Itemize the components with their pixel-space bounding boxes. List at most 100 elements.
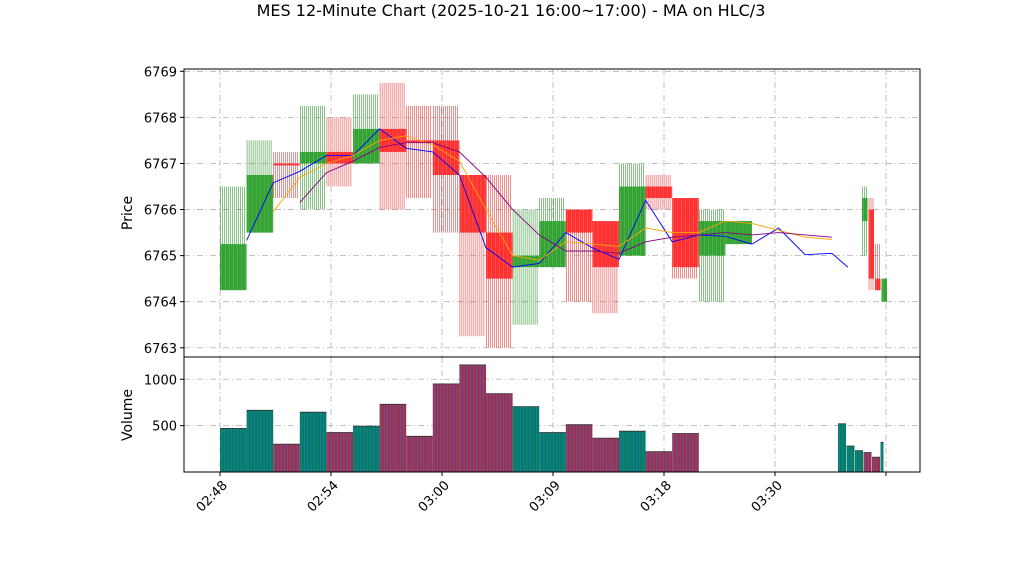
moving-average-lines <box>246 128 849 268</box>
volume-bar <box>863 452 872 472</box>
price-tick-label: 6769 <box>144 65 177 80</box>
volume-bar <box>855 450 863 472</box>
volume-bar <box>273 443 300 472</box>
candle-body <box>619 186 646 256</box>
volume-panel: 500 1000 02:48 02:54 03:00 03:09 03:18 03:30 V… <box>120 356 921 515</box>
volume-bar-fill <box>299 412 327 472</box>
volume-frame <box>183 356 921 473</box>
chart-title: MES 12-Minute Chart (2025-10-21 16:00~17… <box>257 1 766 20</box>
candle <box>539 198 566 268</box>
moving-average-line <box>246 128 849 268</box>
price-tick-label: 6766 <box>144 204 177 219</box>
volume-bar-fill <box>672 433 699 472</box>
candle-body <box>565 209 593 233</box>
volume-bar-fill <box>486 393 513 472</box>
candle-body <box>326 151 353 164</box>
time-tick-label: 02:54 <box>305 478 342 515</box>
volume-bar-fill <box>459 364 486 472</box>
candle <box>326 117 353 187</box>
volume-bar-fill <box>353 426 380 472</box>
candle <box>875 244 881 291</box>
volume-bar-fill <box>220 428 247 472</box>
volume-bar <box>406 435 433 472</box>
candle <box>868 198 874 291</box>
candle <box>592 221 619 314</box>
time-tick-label: 03:00 <box>416 478 453 515</box>
candle <box>698 209 726 302</box>
volume-bar-fill <box>619 431 646 472</box>
volume-bar <box>459 364 486 472</box>
volume-bar-fill <box>872 457 880 472</box>
candle <box>512 209 540 325</box>
candle-body <box>220 244 247 291</box>
price-panel: 6763 6764 6765 6766 6767 6768 6769 Price <box>120 65 921 358</box>
moving-average-line <box>272 135 832 261</box>
moving-average-line <box>299 142 832 254</box>
volume-bar <box>486 393 513 472</box>
volume-bar-fill <box>645 451 673 472</box>
price-tick-label: 6768 <box>144 111 177 126</box>
candle-body <box>486 232 513 279</box>
candle-body <box>875 278 881 291</box>
candle <box>565 209 593 302</box>
volume-bar-fill <box>592 438 619 472</box>
volume-bar-fill <box>432 383 460 472</box>
volume-bar <box>592 437 619 472</box>
candle-body <box>353 128 380 164</box>
candle-body <box>645 186 673 199</box>
volume-bar <box>880 441 884 472</box>
volume-bar <box>565 424 593 472</box>
volume-bar <box>512 406 540 472</box>
candle-body <box>862 198 868 222</box>
price-y-ticks: 6763 6764 6765 6766 6767 6768 6769 <box>144 65 184 357</box>
volume-tick-label: 1000 <box>144 373 177 388</box>
volume-bar <box>246 409 274 472</box>
candle-body <box>273 163 300 166</box>
time-tick-label: 02:48 <box>194 478 231 515</box>
candle <box>459 174 486 337</box>
volume-tick-label: 500 <box>152 420 177 435</box>
volume-bar <box>846 445 855 472</box>
volume-bar-fill <box>273 444 300 472</box>
volume-bar <box>326 432 353 472</box>
candle-body <box>459 174 486 233</box>
volume-bar-fill <box>246 410 274 472</box>
candle <box>486 174 513 348</box>
volume-bar-fill <box>512 406 540 472</box>
time-tick-label: 03:09 <box>527 478 564 515</box>
candle <box>645 174 673 210</box>
volume-bar-fill <box>863 452 872 472</box>
volume-bar-fill <box>379 404 407 472</box>
volume-bar <box>645 451 673 472</box>
candle <box>862 186 868 256</box>
candle-body <box>868 209 874 279</box>
candle-body <box>432 140 460 175</box>
price-tick-label: 6767 <box>144 157 177 172</box>
candle-body <box>406 140 433 143</box>
time-x-ticks: 02:48 02:54 03:00 03:09 03:18 03:30 <box>194 472 887 515</box>
volume-bar <box>379 403 407 472</box>
volume-bar-fill <box>846 446 855 472</box>
candle-body <box>299 151 327 164</box>
volume-bars <box>220 364 884 472</box>
volume-bar-fill <box>539 432 566 472</box>
volume-bar <box>353 425 380 472</box>
candle-body <box>246 174 274 233</box>
volume-bar-fill <box>855 450 863 472</box>
volume-bar-fill <box>838 423 846 472</box>
volume-y-ticks: 500 1000 <box>144 373 184 435</box>
candle-body <box>512 255 540 268</box>
volume-bar <box>299 411 327 472</box>
volume-bar-fill <box>326 432 353 472</box>
volume-bar <box>672 433 699 472</box>
candle-body <box>881 278 887 302</box>
candle <box>220 186 247 291</box>
candle <box>379 82 407 210</box>
price-tick-label: 6765 <box>144 250 177 265</box>
candle <box>881 278 887 302</box>
volume-bar-fill <box>565 424 593 472</box>
volume-bar <box>539 432 566 472</box>
volume-bar <box>619 430 646 472</box>
volume-bar <box>872 456 880 472</box>
